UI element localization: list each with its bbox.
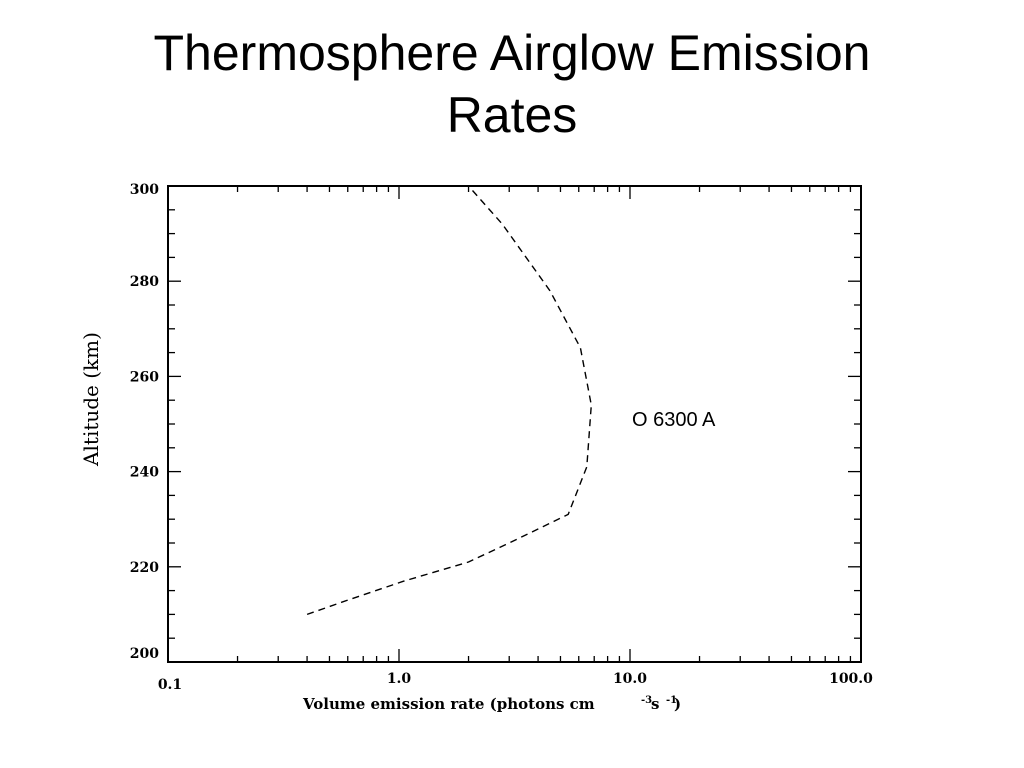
axis-ticks <box>168 186 861 662</box>
x-tick-label: 100.0 <box>829 671 873 687</box>
y-tick-label: 220 <box>130 560 159 576</box>
y-axis-title: Altitude (km) <box>79 332 103 467</box>
slide-title-line-2: Rates <box>446 87 578 143</box>
y-tick-label: 300 <box>130 182 159 198</box>
x-axis-title-close-paren: ) <box>674 695 681 713</box>
plot-frame <box>167 185 862 663</box>
x-axis-title-exponent-cm: -3 <box>641 695 652 706</box>
y-tick-label: 240 <box>130 465 159 481</box>
series-annotation-label: O 6300 A <box>632 409 716 431</box>
x-tick-label: 10.0 <box>613 671 647 687</box>
slide-title: Thermosphere Airglow Emission Rates <box>0 22 1024 146</box>
x-tick-label: 0.1 <box>158 677 182 693</box>
y-tick-label: 280 <box>130 274 159 290</box>
x-tick-label: 1.0 <box>387 671 412 687</box>
series-line-o6300 <box>306 185 593 616</box>
y-tick-label: 200 <box>130 646 159 662</box>
y-tick-label: 260 <box>130 369 159 385</box>
slide-title-line-1: Thermosphere Airglow Emission <box>153 25 871 81</box>
x-axis-title: Volume emission rate (photons cm <box>302 695 595 713</box>
tick-labels: 0.1 1.0 10.0 100.0 200 220 240 260 280 300 <box>130 182 873 693</box>
x-axis-title-exponent-s: -1 <box>666 695 677 706</box>
x-axis-title-seconds: s <box>651 695 659 713</box>
